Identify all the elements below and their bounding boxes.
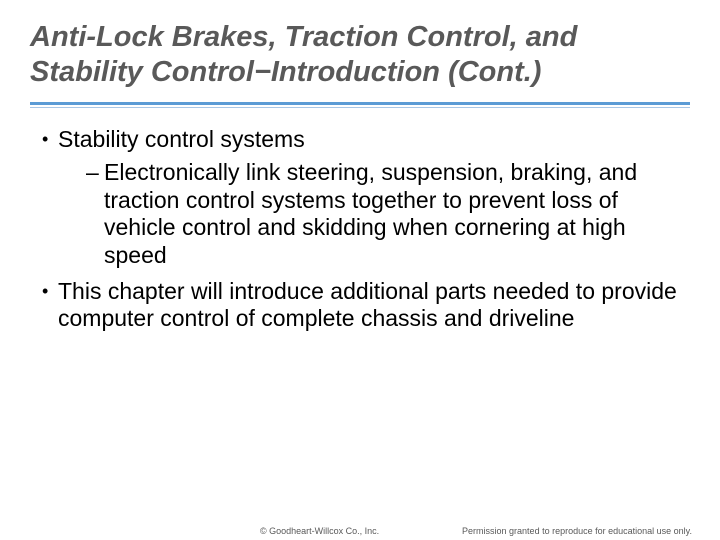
footer-copyright: © Goodheart-Willcox Co., Inc. [260,526,379,536]
rule-thin [30,107,690,108]
title-underline [30,102,690,108]
slide-container: Anti-Lock Brakes, Traction Control, and … [0,0,720,540]
bullet-text: Electronically link steering, suspension… [104,159,637,268]
footer-permission: Permission granted to reproduce for educ… [462,526,692,536]
slide-title: Anti-Lock Brakes, Traction Control, and … [30,20,690,100]
slide-body: •Stability control systems –Electronical… [30,126,690,333]
bullet-dash-icon: – [86,159,104,187]
bullet-level1: •Stability control systems [30,126,690,154]
bullet-text: Stability control systems [58,126,305,152]
bullet-text: This chapter will introduce additional p… [58,278,677,332]
bullet-dot-icon: • [42,129,58,151]
bullet-level1: •This chapter will introduce additional … [30,278,690,333]
bullet-level2: –Electronically link steering, suspensio… [30,159,690,269]
bullet-dot-icon: • [42,281,58,303]
rule-thick [30,102,690,105]
